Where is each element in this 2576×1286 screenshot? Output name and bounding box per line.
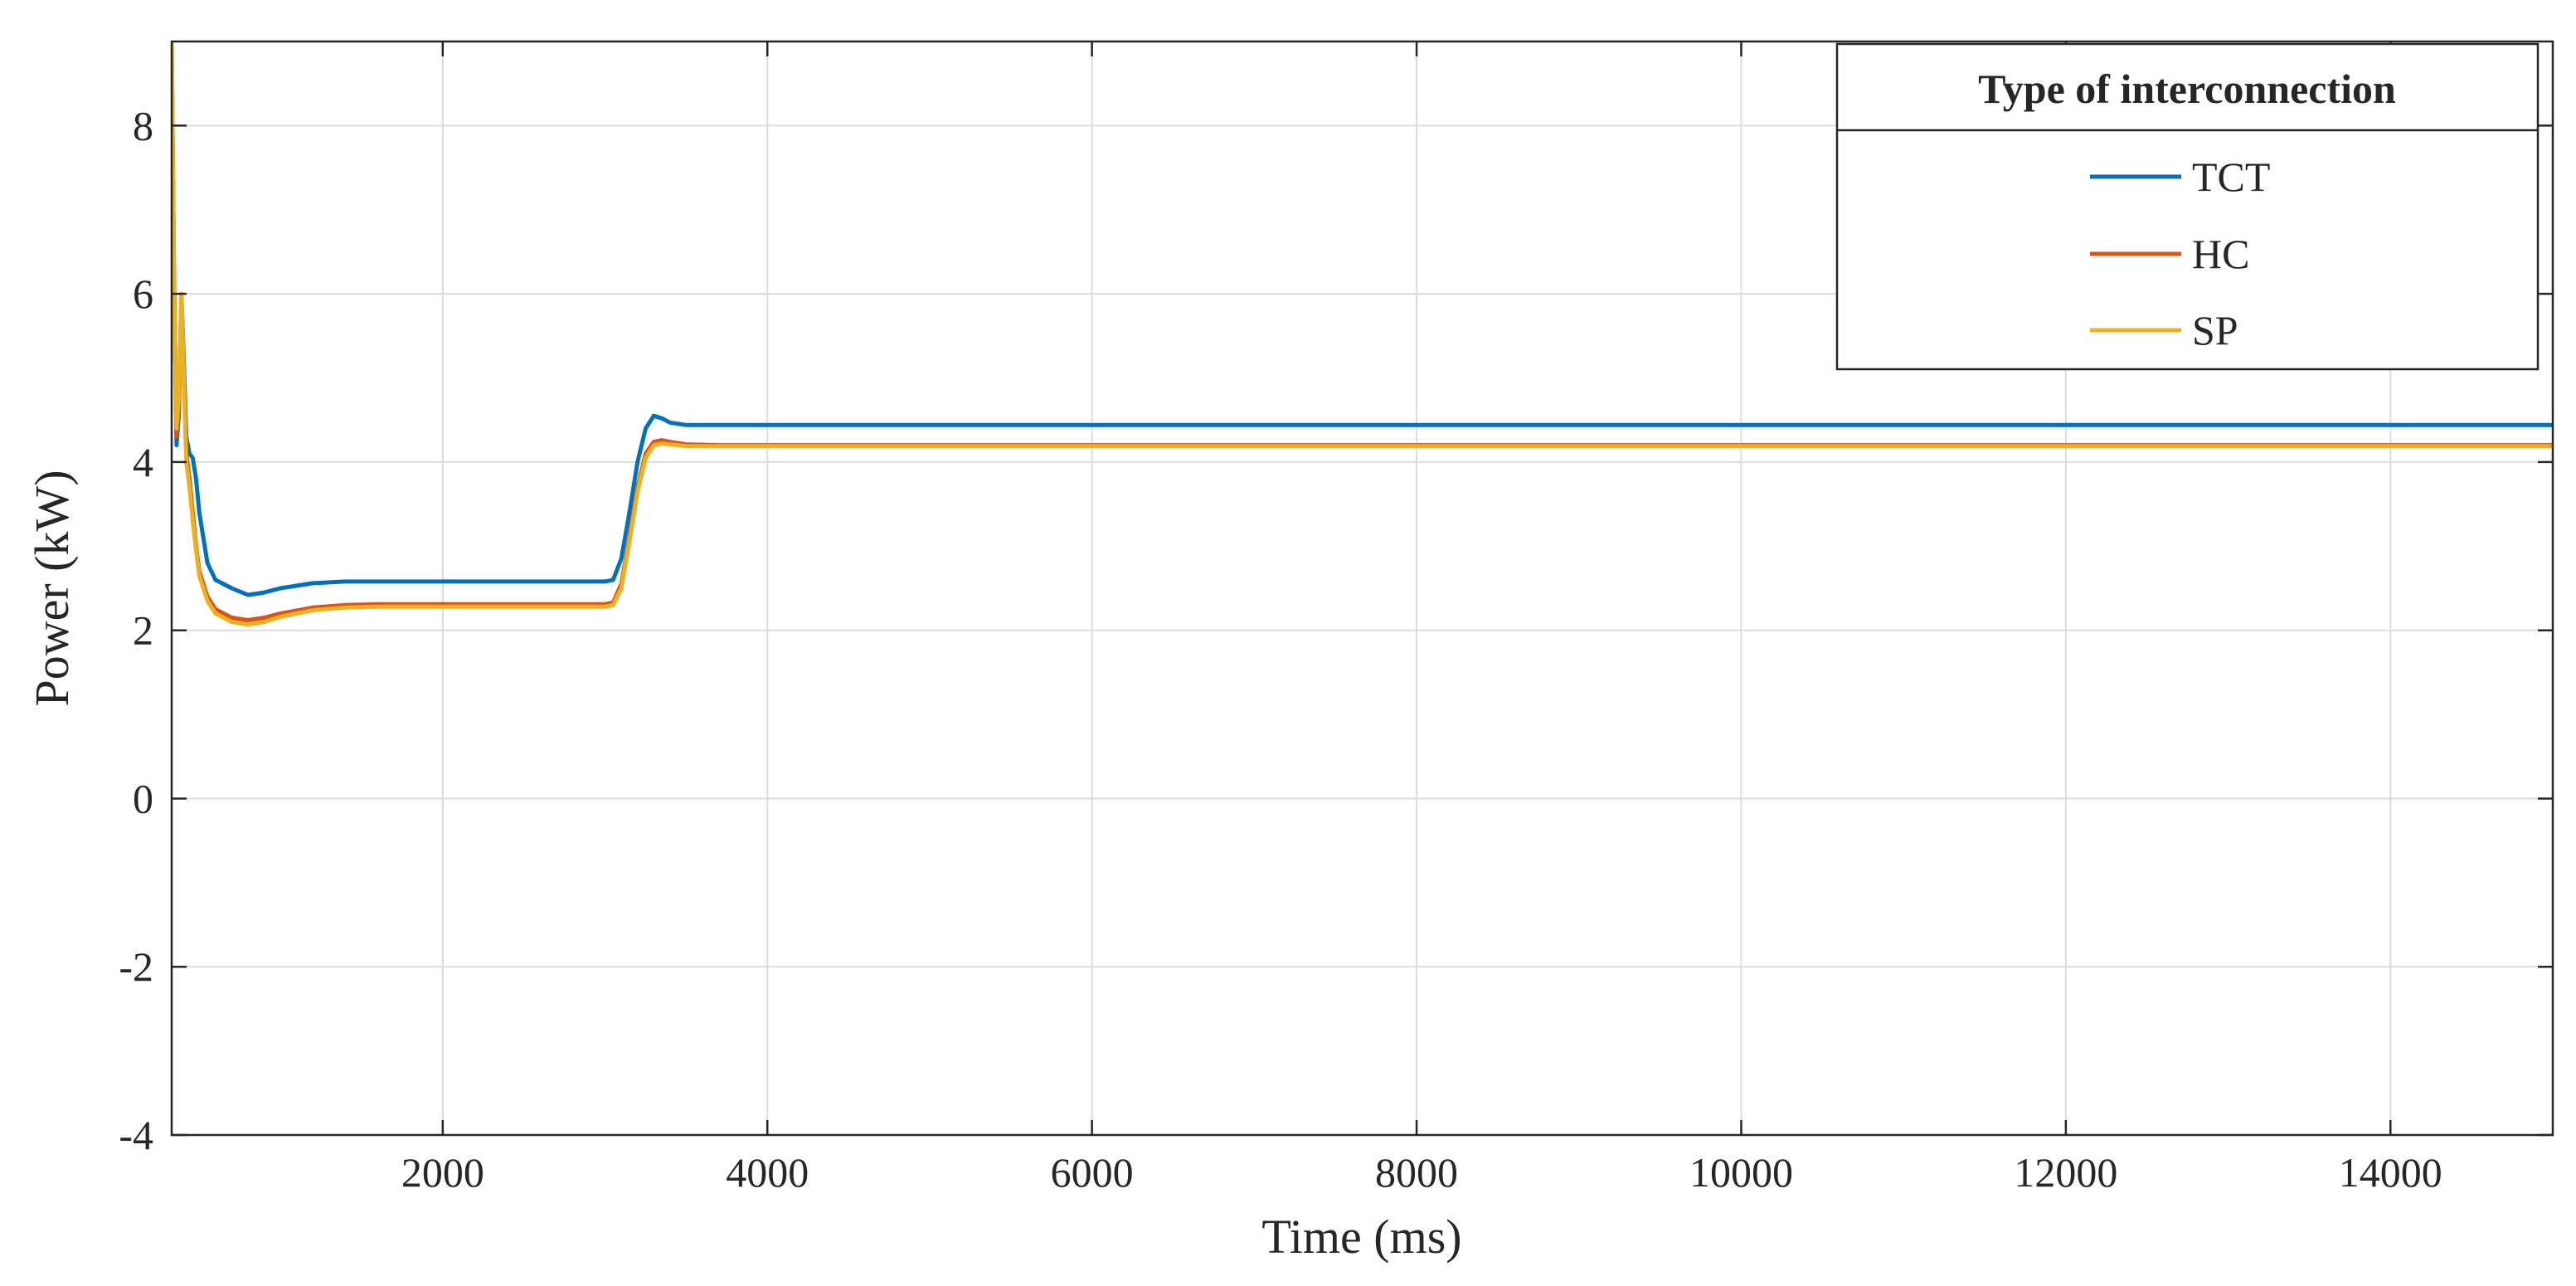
legend: Type of interconnection TCT HC SP — [1835, 42, 2540, 371]
legend-label-sp: SP — [2192, 307, 2238, 353]
legend-box — [1835, 42, 2540, 371]
x-axis-label: Time (ms) — [1261, 1210, 1461, 1264]
legend-label-tct: TCT — [2192, 153, 2270, 200]
y-axis-label: Power (kW) — [25, 470, 79, 706]
y-tick-label: 2 — [133, 607, 153, 654]
plot-border — [170, 40, 2554, 1137]
series-line-sp — [172, 41, 2553, 627]
y-tick-label: 0 — [133, 775, 153, 821]
series-lines — [172, 41, 2553, 627]
x-tick-label: 2000 — [401, 1149, 484, 1196]
axis-ticks — [172, 41, 2553, 1137]
x-tick-label: 10000 — [1689, 1149, 1793, 1196]
legend-label-hc: HC — [2192, 231, 2249, 277]
x-tick-label: 4000 — [726, 1149, 809, 1196]
x-tick-label: 6000 — [1051, 1149, 1134, 1196]
legend-entries: TCT HC SP — [2090, 153, 2270, 353]
y-tick-label: -4 — [119, 1112, 153, 1158]
y-tick-label: -2 — [119, 943, 153, 990]
x-tick-label: 14000 — [2339, 1149, 2442, 1196]
x-tick-label: 8000 — [1375, 1149, 1458, 1196]
x-tick-label: 12000 — [2014, 1149, 2117, 1196]
y-tick-label: 8 — [133, 102, 153, 149]
y-tick-label: 6 — [133, 270, 153, 317]
legend-title: Type of interconnection — [1978, 66, 2396, 112]
tick-labels: 2000 4000 6000 8000 10000 12000 14000 -4 -2 0 2 4 6 8 — [119, 102, 2442, 1196]
y-tick-label: 4 — [133, 439, 153, 485]
